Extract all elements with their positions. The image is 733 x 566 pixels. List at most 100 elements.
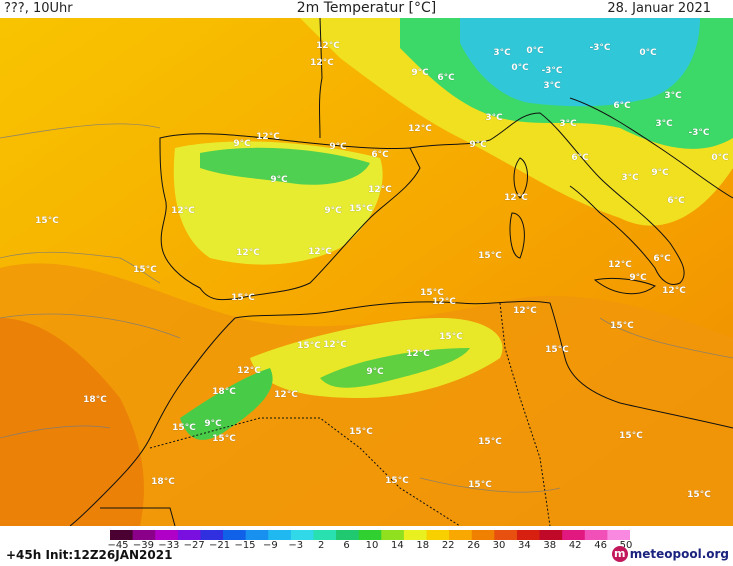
temperature-label: 9°C (411, 68, 429, 78)
scale-swatch (516, 530, 541, 540)
temperature-label: 15°C (297, 341, 321, 351)
temperature-label: 6°C (667, 196, 685, 206)
logo-text: meteopool.org (629, 547, 729, 561)
color-scale-ticks: −45 −39 −33 −27 −21 −15 −9 −3 2 6 10 14 18 22 26 30 34 38… (107, 540, 634, 554)
scale-tick-label: 18 (416, 540, 430, 551)
meteopool-logo[interactable]: m meteopool.org (611, 546, 729, 562)
temperature-label: 15°C (545, 345, 569, 355)
temperature-label: 9°C (629, 273, 647, 283)
scale-swatch (607, 530, 630, 540)
scale-tick-label: 46 (594, 540, 607, 551)
temperature-label: 0°C (639, 48, 657, 58)
temperature-label: 12°C (236, 248, 260, 258)
temperature-label: 12°C (662, 286, 686, 296)
temperature-label: -3°C (589, 43, 610, 53)
temperature-label: 12°C (308, 247, 332, 257)
temperature-label: 3°C (664, 91, 682, 101)
temperature-label: 15°C (478, 251, 502, 261)
temperature-label: 9°C (270, 175, 288, 185)
scale-tick-label: −3 (288, 540, 304, 551)
temperature-label: 15°C (133, 265, 157, 275)
temperature-label: 12°C (310, 58, 334, 68)
scale-swatch (449, 530, 473, 540)
scale-tick-label: 22 (441, 540, 455, 551)
scale-tick-label: −45 (107, 540, 129, 551)
scale-swatch (403, 530, 428, 540)
temperature-label: 9°C (233, 139, 251, 149)
forecast-date: 28. Januar 2021 (607, 1, 711, 16)
temperature-label: 9°C (469, 140, 487, 150)
temperature-label: 15°C (35, 216, 59, 226)
alps-freezing-field (460, 18, 700, 107)
temperature-label: 9°C (651, 168, 669, 178)
temperature-label: 3°C (485, 113, 503, 123)
scale-tick-label: 30 (492, 540, 506, 551)
map-title: 2m Temperatur [°C] (296, 0, 437, 16)
temperature-label: 12°C (608, 260, 632, 270)
temperature-label: 15°C (687, 490, 711, 500)
temperature-label: 6°C (437, 73, 455, 83)
scale-swatch (471, 530, 495, 540)
temperature-label: 12°C (237, 366, 261, 376)
temperature-label: 12°C (256, 132, 280, 142)
temperature-label: 6°C (571, 153, 589, 163)
atlas-interior-field (250, 318, 503, 398)
temperature-label: 0°C (711, 153, 729, 163)
scale-swatch (245, 530, 269, 540)
scale-swatch (494, 530, 518, 540)
temperature-label: 9°C (324, 206, 342, 216)
scale-tick-label: 2 (318, 540, 325, 551)
temperature-label: 6°C (613, 101, 631, 111)
scale-swatch (381, 530, 405, 540)
temperature-label: 12°C (368, 185, 392, 195)
temperature-label: 9°C (204, 419, 222, 429)
scale-swatch (313, 530, 337, 540)
temperature-label: 3°C (543, 81, 561, 91)
scale-tick-label: 26 (467, 540, 480, 551)
logo-icon: m (611, 546, 628, 562)
temperature-label: 15°C (439, 332, 463, 342)
temperature-label: 18°C (151, 477, 175, 487)
temperature-label: 0°C (526, 46, 544, 56)
temperature-label: 0°C (511, 63, 529, 73)
scale-swatch (132, 530, 156, 540)
scale-tick-label: 14 (391, 540, 404, 551)
temperature-label: 3°C (559, 119, 577, 129)
temperature-label: 15°C (172, 423, 196, 433)
scale-tick-label: 34 (518, 540, 531, 551)
temperature-label: 18°C (212, 387, 236, 397)
temperature-label: 3°C (621, 173, 639, 183)
isotherms (0, 123, 733, 493)
temperature-map: 12°C12°C9°C 6°C3°C 0°C -3°C 0°C0°C -3°C3°C6°C… (0, 18, 733, 526)
atlas-cold-field (180, 368, 273, 440)
scale-swatch (426, 530, 450, 540)
temperature-label: 15°C (420, 288, 444, 298)
scale-swatch (584, 530, 608, 540)
temperature-label: 3°C (493, 48, 511, 58)
scale-tick-label: 50 (619, 540, 633, 551)
coastlines (69, 18, 733, 526)
scale-tick-label: −27 (183, 540, 205, 551)
temperature-label: -3°C (688, 128, 709, 138)
scale-swatch (200, 530, 224, 540)
temperature-label: 15°C (619, 431, 643, 441)
temperature-label: 12°C (513, 306, 537, 316)
temperature-label: 9°C (366, 367, 384, 377)
scale-tick-label: 10 (365, 540, 379, 551)
scale-swatch (155, 530, 179, 540)
temperature-label: 15°C (468, 480, 492, 490)
temperature-label: 12°C (323, 340, 347, 350)
scale-tick-label: 6 (343, 540, 350, 551)
warm-atlantic-field (0, 318, 144, 526)
temperature-label: 12°C (274, 390, 298, 400)
scale-swatch (539, 530, 563, 540)
temperature-labels: 12°C12°C9°C 6°C3°C 0°C -3°C 0°C0°C -3°C3°C6°C… (35, 41, 729, 501)
temperature-label: 18°C (83, 395, 107, 405)
scale-swatch (336, 530, 360, 540)
temperature-label: 15°C (478, 437, 502, 447)
temperature-label: 15°C (349, 427, 373, 437)
temperature-label: 6°C (371, 150, 389, 160)
scale-tick-label: −15 (234, 540, 256, 551)
color-scale-bar (110, 530, 630, 540)
temperature-label: 15°C (610, 321, 634, 331)
